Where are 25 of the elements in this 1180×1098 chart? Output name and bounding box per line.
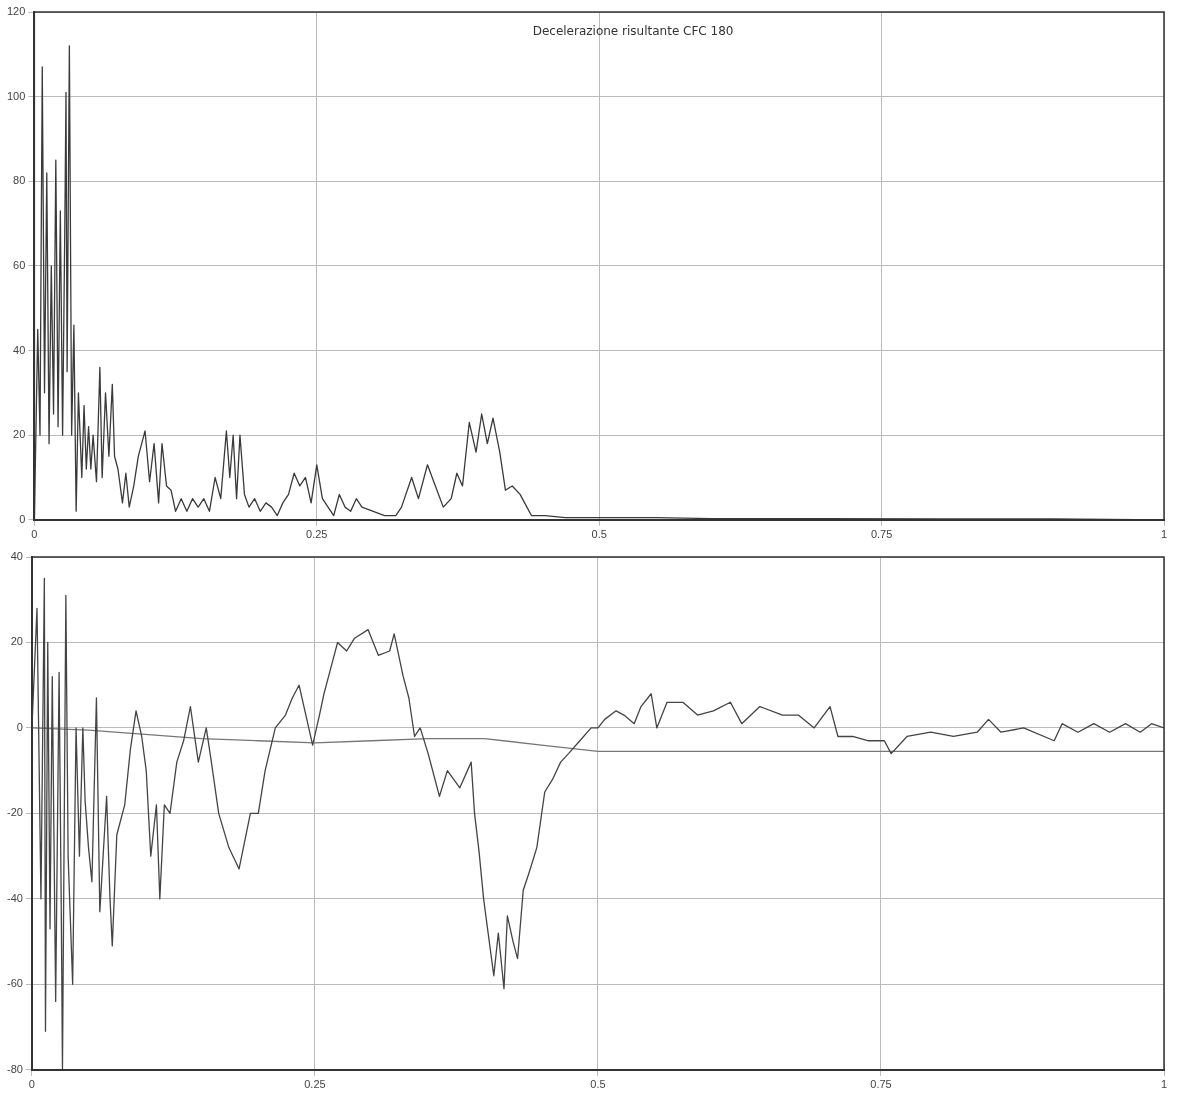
y-tick-label: -60	[6, 977, 23, 990]
x-tick-label: 0.75	[870, 1078, 892, 1091]
x-tick-label: 0.25	[306, 528, 328, 541]
y-tick-label: 120	[6, 5, 26, 18]
x-tick-label: 0	[28, 1078, 35, 1091]
y-tick-label: -80	[6, 1062, 23, 1075]
y-tick-label: -40	[6, 891, 23, 904]
x-tick-label: 0.5	[590, 1078, 606, 1091]
y-tick-label: 60	[13, 258, 26, 271]
x-tick-label: 1	[1160, 1078, 1168, 1091]
x-tick-label: 0	[31, 528, 38, 541]
y-tick-label: 20	[13, 428, 26, 441]
text: Decelerazione risultante CFC 180	[532, 24, 734, 39]
y-tick-label: 80	[13, 174, 26, 187]
y-tick-label: 40	[10, 550, 23, 563]
x-tick-label: 0.75	[870, 528, 893, 541]
x-tick-label: 1	[1160, 528, 1168, 541]
y-tick-label: 0	[19, 512, 26, 525]
y-tick-label: 40	[13, 343, 26, 356]
x-tick-label: 0.25	[304, 1078, 326, 1091]
y-tick-label: 20	[10, 635, 23, 648]
y-tick-label: 100	[6, 89, 26, 102]
y-tick-label: -20	[6, 806, 23, 819]
x-tick-label: 0.5	[591, 528, 607, 541]
y-tick-label: 0	[16, 720, 23, 733]
